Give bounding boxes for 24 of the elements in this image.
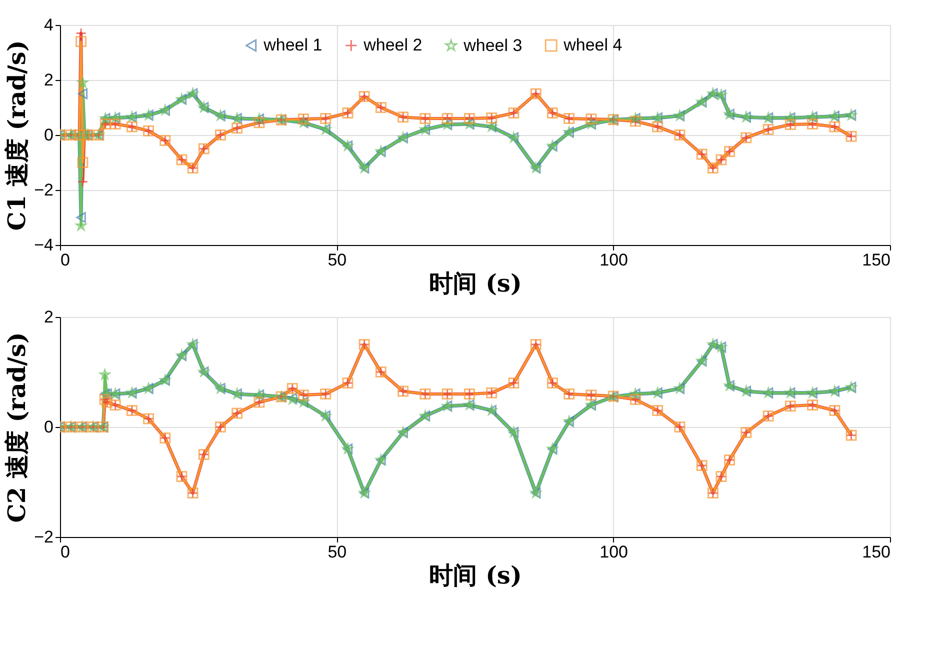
x-tick-label: 150 xyxy=(862,250,890,270)
x-tick-label: 50 xyxy=(328,542,347,562)
y-tick-label: 2 xyxy=(44,70,54,90)
y-tick-label: −2 xyxy=(34,180,54,200)
y-tick-label: 2 xyxy=(44,308,54,326)
legend-label: wheel 4 xyxy=(562,36,622,55)
y-tick-label: 0 xyxy=(44,126,54,144)
x-tick-label: 100 xyxy=(600,542,628,562)
x-tick-label: 50 xyxy=(328,250,347,270)
x-axis-title: 时间 (s) xyxy=(429,560,522,590)
x-tick-label: 100 xyxy=(600,250,628,270)
y-axis-title: C2 速度 (rad/s) xyxy=(2,332,32,523)
y-tick-label: −2 xyxy=(34,528,54,546)
y-tick-label: −4 xyxy=(34,236,54,254)
legend-label: wheel 3 xyxy=(462,36,522,55)
x-axis-title: 时间 (s) xyxy=(429,268,522,298)
x-tick-label: 0 xyxy=(60,250,70,270)
x-tick-label: 150 xyxy=(862,542,890,562)
x-tick-label: 0 xyxy=(60,542,70,562)
legend-label: wheel 1 xyxy=(262,36,322,55)
legend-label: wheel 2 xyxy=(362,36,422,55)
y-tick-label: 4 xyxy=(44,16,54,34)
y-axis-title: C1 速度 (rad/s) xyxy=(2,40,32,231)
y-tick-label: 0 xyxy=(44,418,54,436)
